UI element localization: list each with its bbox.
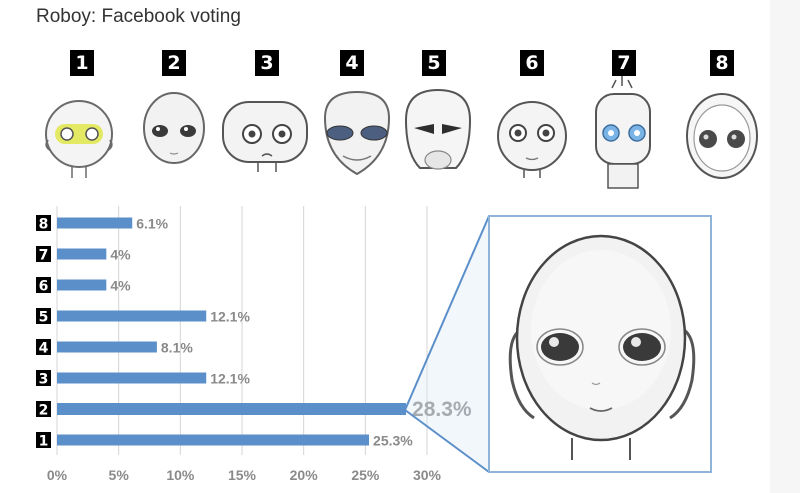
face-number-badge: 6 <box>520 50 544 76</box>
page-title: Roboy: Facebook voting <box>36 6 241 27</box>
face-number-badge: 4 <box>340 50 364 76</box>
category-badge <box>36 432 51 448</box>
zoom-line-bottom <box>404 409 490 473</box>
zoom-line-top <box>404 215 490 411</box>
category-badge <box>36 215 51 231</box>
category-badge <box>36 401 51 417</box>
category-badge <box>36 339 51 355</box>
robot-face-dark-eyes-icon <box>143 92 205 164</box>
bar-3 <box>57 372 207 384</box>
x-tick-label: 15% <box>228 467 257 483</box>
value-label: 6.1% <box>136 216 168 232</box>
face-number-badge: 2 <box>162 50 186 76</box>
x-tick-label: 30% <box>413 467 442 483</box>
bar-2 <box>57 403 407 415</box>
bar-5 <box>57 310 207 322</box>
page-edge <box>770 0 800 493</box>
face-number-badge: 7 <box>612 50 636 76</box>
x-tick-label: 0% <box>47 467 68 483</box>
category-label: 4 <box>39 341 49 357</box>
category-badge <box>36 370 51 386</box>
bar-8 <box>57 217 133 229</box>
x-tick-label: 10% <box>166 467 195 483</box>
robot-face-alien-icon <box>323 90 391 176</box>
bar-4 <box>57 341 157 353</box>
category-label: 6 <box>39 279 49 295</box>
value-label: 4% <box>110 278 131 294</box>
value-label: 28.3% <box>412 398 472 421</box>
value-label: 25.3% <box>373 433 413 449</box>
category-label: 5 <box>39 310 49 326</box>
category-label: 8 <box>39 217 49 233</box>
category-badge <box>36 246 51 262</box>
category-label: 1 <box>39 434 49 450</box>
robot-face-2-enlarged-icon <box>508 234 696 460</box>
bar-1 <box>57 434 370 446</box>
category-badge <box>36 277 51 293</box>
bar-7 <box>57 248 107 260</box>
category-badge <box>36 308 51 324</box>
robot-face-square-icon <box>222 101 308 172</box>
robot-face-helmet-icon <box>686 93 758 179</box>
face-number-badge: 3 <box>255 50 279 76</box>
face-number-badge: 1 <box>70 50 94 76</box>
faces-row: 1 2 3 4 5 6 7 8 <box>0 0 800 200</box>
value-label: 12.1% <box>210 371 250 387</box>
value-label: 12.1% <box>210 309 250 325</box>
category-label: 7 <box>39 248 49 264</box>
x-tick-label: 5% <box>109 467 130 483</box>
face-number-badge: 8 <box>710 50 734 76</box>
robot-face-blue-eyes-icon <box>595 76 651 189</box>
category-label: 3 <box>39 372 49 388</box>
value-label: 8.1% <box>161 340 193 356</box>
x-tick-label: 25% <box>351 467 380 483</box>
face-number-badge: 5 <box>422 50 446 76</box>
bar-6 <box>57 279 107 291</box>
robot-face-yellow-eyes-icon <box>45 100 113 178</box>
robot-face-round-icon <box>497 101 567 178</box>
inset-enlarged-face <box>404 215 712 473</box>
bar-layer: 1 25.3% 2 28.3% 3 12.1% 4 8.1% 5 12.1% 6 4% 7 4% 8 6.1% <box>36 215 472 450</box>
category-label: 2 <box>39 403 49 419</box>
faces-drawing <box>45 76 758 189</box>
value-label: 4% <box>110 247 131 263</box>
zoom-wedge <box>405 216 489 472</box>
robot-face-skull-icon <box>404 88 472 170</box>
x-tick-label: 20% <box>290 467 319 483</box>
